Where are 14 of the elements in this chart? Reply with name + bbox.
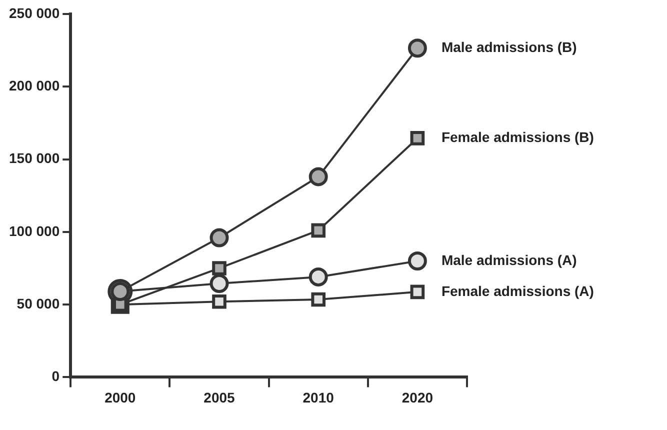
- series-label: Male admissions (B): [441, 39, 577, 55]
- y-tick-label: 100 000: [8, 222, 60, 239]
- x-tick-label: 2005: [204, 389, 236, 406]
- y-tick-label: 0: [52, 368, 60, 384]
- series-label: Male admissions (A): [441, 252, 577, 268]
- x-tick-label: 2000: [104, 389, 136, 406]
- y-tick-label: 250 000: [8, 4, 60, 21]
- y-tick-label: 50 000: [16, 295, 60, 312]
- series-label: Female admissions (A): [441, 282, 594, 299]
- x-tick-label: 2010: [302, 389, 334, 406]
- series-label: Female admissions (B): [441, 129, 594, 146]
- x-tick-label: 2020: [402, 389, 434, 406]
- y-tick-label: 150 000: [8, 150, 60, 166]
- y-tick-label: 200 000: [8, 78, 60, 94]
